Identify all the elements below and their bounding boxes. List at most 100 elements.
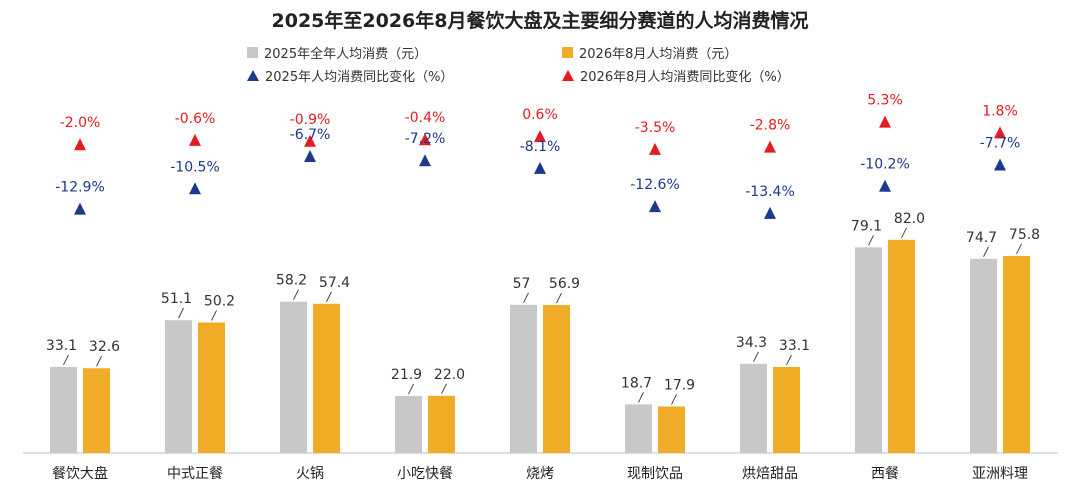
- data-label-leader: [408, 383, 414, 395]
- data-label-leader: [523, 292, 529, 304]
- marker-2025-yoy: [649, 200, 661, 213]
- data-label: 50.2: [204, 293, 235, 309]
- data-label-leader: [556, 292, 562, 304]
- marker-2025-yoy: [74, 202, 86, 215]
- marker-label: -13.4%: [745, 184, 795, 200]
- x-tick-label: 火锅: [296, 466, 324, 482]
- marker-2025-yoy: [304, 149, 316, 162]
- bar-2025: [165, 320, 192, 453]
- data-label: 32.6: [89, 339, 120, 355]
- marker-label: 1.8%: [982, 103, 1018, 119]
- marker-2026-yoy: [534, 130, 546, 143]
- data-label: 51.1: [161, 291, 192, 307]
- marker-label: -2.8%: [750, 118, 791, 134]
- bar-2025: [625, 404, 652, 453]
- legend-label: 2026年8月人均消费同比变化（%）: [580, 70, 790, 85]
- legend-label: 2026年8月人均消费（元）: [579, 47, 738, 62]
- marker-2026-yoy: [649, 142, 661, 155]
- marker-2025-yoy: [879, 179, 891, 192]
- bar-2026: [83, 368, 110, 453]
- data-label-leader: [441, 383, 447, 395]
- data-label-leader: [638, 392, 644, 403]
- bar-2025: [280, 301, 307, 453]
- marker-label: -12.6%: [630, 177, 680, 193]
- marker-label: 5.3%: [867, 93, 903, 109]
- data-label: 74.7: [966, 230, 997, 246]
- legend-label: 2025年全年人均消费（元）: [264, 47, 428, 62]
- marker-label: -7.7%: [980, 135, 1021, 151]
- data-label: 58.2: [276, 273, 307, 289]
- bar-2026: [428, 395, 455, 453]
- bar-2025: [395, 396, 422, 453]
- data-label-leader: [753, 351, 759, 363]
- data-label: 82.0: [894, 211, 925, 227]
- legend-triangle-icon: [562, 70, 574, 81]
- data-label-leader: [1016, 243, 1022, 255]
- x-tick-label: 亚洲料理: [972, 466, 1028, 482]
- marker-label: -0.9%: [290, 112, 331, 128]
- bar-2025: [970, 258, 997, 453]
- x-tick-label: 中式正餐: [167, 466, 223, 482]
- data-label: 75.8: [1009, 227, 1040, 243]
- marker-2026-yoy: [74, 138, 86, 151]
- data-label: 22.0: [434, 367, 465, 383]
- marker-2026-yoy: [994, 126, 1006, 139]
- data-label-leader: [868, 235, 874, 246]
- legend-item-2026-yoy: 2026年8月人均消费同比变化（%）: [562, 66, 790, 85]
- marker-2026-yoy: [879, 115, 891, 128]
- x-tick-label: 西餐: [871, 466, 899, 482]
- marker-label: 0.6%: [522, 107, 558, 123]
- data-label: 17.9: [664, 377, 695, 393]
- marker-label: -0.6%: [175, 111, 216, 127]
- data-label: 57.4: [319, 275, 350, 291]
- marker-2025-yoy: [189, 182, 201, 195]
- data-label-leader: [671, 394, 677, 405]
- marker-label: -2.0%: [60, 115, 101, 131]
- x-tick-label: 烧烤: [526, 466, 554, 482]
- data-label: 57: [513, 276, 531, 292]
- data-label: 33.1: [46, 338, 77, 354]
- data-label-leader: [326, 291, 332, 302]
- marker-2026-yoy: [764, 140, 776, 153]
- data-label-leader: [901, 227, 907, 239]
- data-label: 34.3: [736, 335, 767, 351]
- data-label-leader: [63, 354, 69, 366]
- bar-2025: [510, 304, 537, 453]
- data-label: 21.9: [391, 367, 422, 383]
- legend-swatch: [562, 47, 573, 58]
- marker-2025-yoy: [764, 206, 776, 219]
- legend-item-2026-spend: 2026年8月人均消费（元）: [562, 43, 737, 62]
- bar-2026: [888, 239, 915, 453]
- marker-label: -7.2%: [405, 131, 446, 147]
- marker-label: -10.2%: [860, 157, 910, 173]
- marker-2026-yoy: [419, 133, 431, 146]
- marker-2025-yoy: [534, 161, 546, 174]
- marker-2025-yoy: [994, 158, 1006, 171]
- data-label-leader: [293, 289, 299, 300]
- x-tick-label: 烘焙甜品: [742, 466, 798, 482]
- data-label-leader: [786, 354, 792, 366]
- chart-title: 2025年至2026年8月餐饮大盘及主要细分赛道的人均消费情况: [271, 10, 809, 32]
- bar-2025: [50, 366, 77, 453]
- bar-2026: [313, 303, 340, 453]
- marker-label: -12.9%: [55, 180, 105, 196]
- bar-2025: [740, 363, 767, 453]
- marker-2026-yoy: [304, 134, 316, 147]
- data-label: 33.1: [779, 338, 810, 354]
- marker-label: -8.1%: [520, 139, 561, 155]
- legend-label: 2025年人均消费同比变化（%）: [265, 70, 454, 85]
- data-label-leader: [983, 246, 989, 258]
- marker-label: -0.4%: [405, 110, 446, 126]
- data-label-leader: [178, 307, 184, 319]
- data-label-leader: [96, 356, 102, 367]
- bar-2026: [1003, 255, 1030, 453]
- legend-item-2025-yoy: 2025年人均消费同比变化（%）: [247, 66, 453, 85]
- data-label: 18.7: [621, 375, 652, 391]
- bar-2026: [658, 406, 685, 453]
- legend-triangle-icon: [247, 70, 259, 81]
- marker-label: -3.5%: [635, 120, 676, 136]
- x-tick-label: 餐饮大盘: [52, 465, 108, 482]
- bar-2026: [773, 366, 800, 453]
- legend-item-2025-spend: 2025年全年人均消费（元）: [247, 43, 427, 62]
